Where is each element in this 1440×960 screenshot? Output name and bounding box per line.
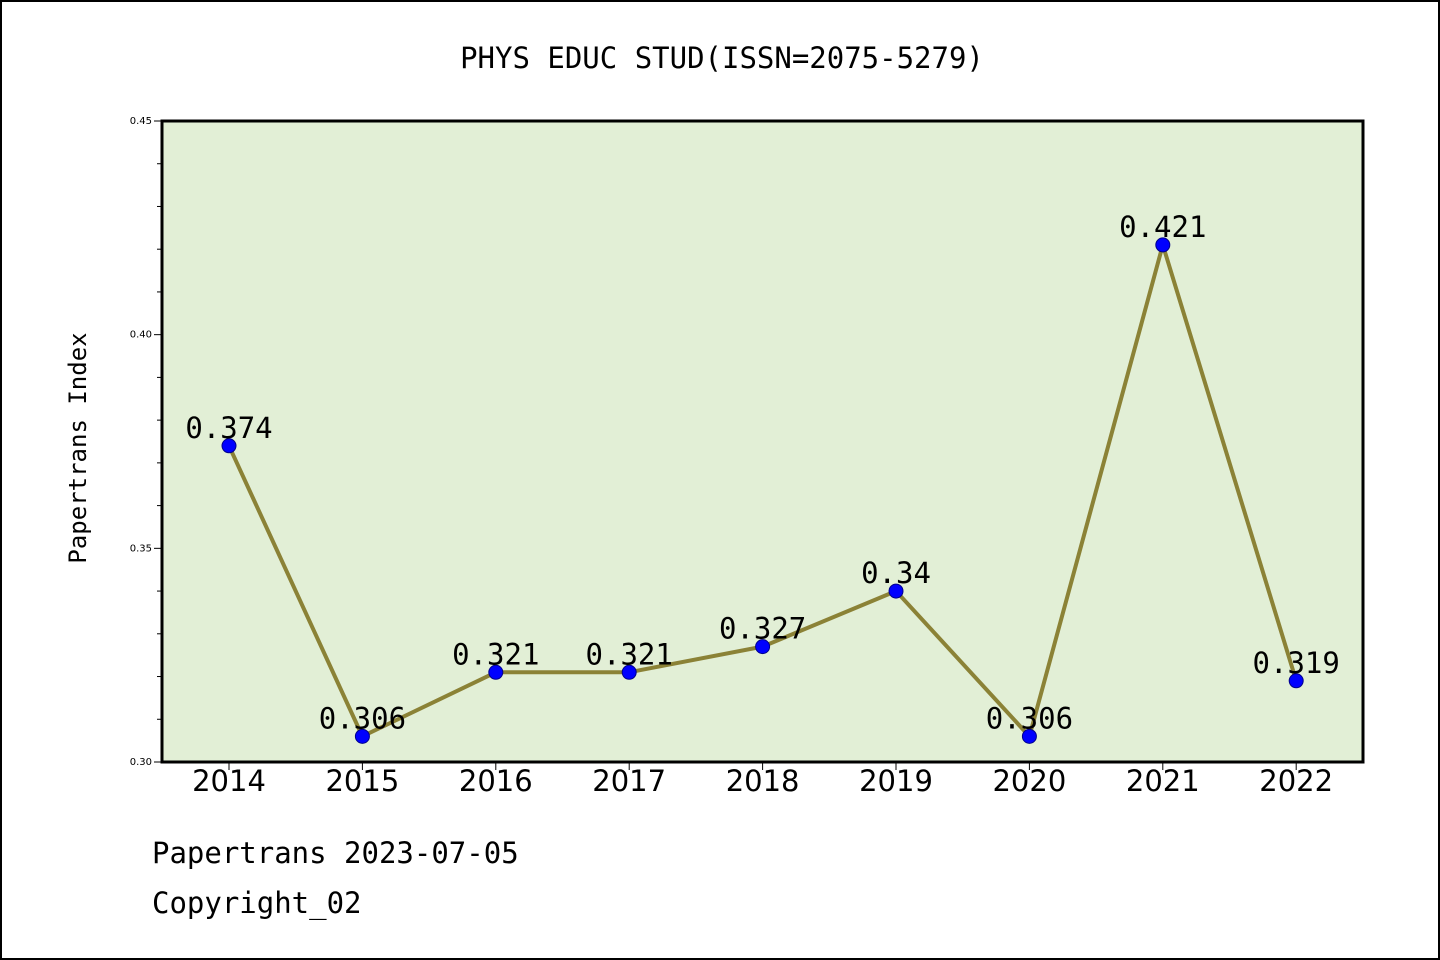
footer-copyright: Copyright_02 xyxy=(152,886,362,920)
x-tick-label: 2016 xyxy=(459,764,533,798)
y-axis-label: Papertrans Index xyxy=(64,332,92,563)
plot-border xyxy=(160,119,1365,764)
data-point xyxy=(755,639,771,655)
data-label: 0.321 xyxy=(586,637,673,671)
data-label: 0.421 xyxy=(1119,210,1206,244)
x-tick-label: 2018 xyxy=(726,764,800,798)
y-tick-label: 0.35 xyxy=(130,543,152,554)
plot-area xyxy=(162,121,1363,762)
y-tick-label: 0.45 xyxy=(130,116,152,127)
data-label: 0.34 xyxy=(861,556,931,590)
data-point xyxy=(1021,728,1037,744)
data-label: 0.306 xyxy=(986,701,1073,735)
data-label: 0.319 xyxy=(1253,646,1340,680)
data-point xyxy=(1155,237,1171,253)
x-tick-label: 2022 xyxy=(1259,764,1333,798)
series-layer xyxy=(221,237,1304,744)
data-label: 0.321 xyxy=(452,637,539,671)
data-point xyxy=(888,583,904,599)
y-tick-label: 0.30 xyxy=(130,757,152,768)
data-point xyxy=(221,438,237,454)
footer-date: Papertrans 2023-07-05 xyxy=(152,836,519,870)
y-tick-label: 0.40 xyxy=(130,330,152,341)
x-tick-label: 2014 xyxy=(192,764,266,798)
axis-ticks: 0.30 0.35 0.40 0.45 2014 2015 2016 2017 2018 2019… xyxy=(130,116,1333,798)
chart-title: PHYS EDUC STUD(ISSN=2075-5279) xyxy=(460,41,984,75)
data-point xyxy=(1288,673,1304,689)
data-point xyxy=(488,664,504,680)
data-label: 0.306 xyxy=(319,701,406,735)
data-point xyxy=(354,728,370,744)
x-tick-label: 2015 xyxy=(325,764,399,798)
data-label: 0.374 xyxy=(185,411,272,445)
data-point xyxy=(621,664,637,680)
data-label: 0.327 xyxy=(719,612,806,646)
x-tick-label: 2019 xyxy=(859,764,933,798)
x-tick-label: 2017 xyxy=(592,764,666,798)
data-labels: 0.374 0.306 0.321 0.321 0.327 0.34 0.306 0.421 0… xyxy=(185,210,1340,735)
x-tick-label: 2021 xyxy=(1126,764,1200,798)
x-tick-label: 2020 xyxy=(992,764,1066,798)
